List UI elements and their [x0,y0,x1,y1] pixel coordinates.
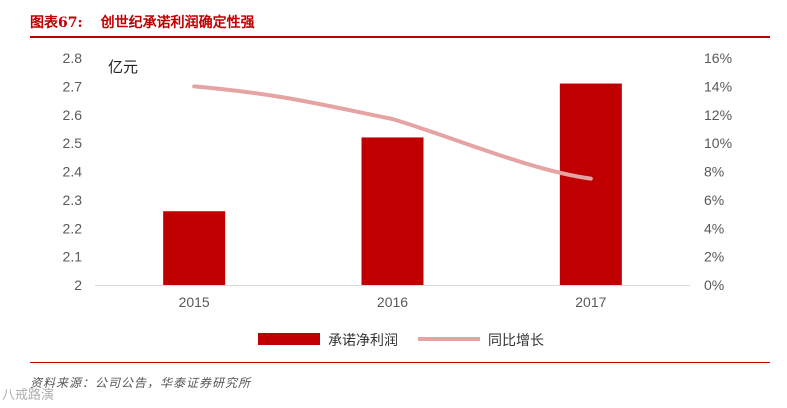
x-tick-label: 2015 [179,294,210,310]
y-right-tick-label: 2% [704,249,724,265]
y-right-tick-label: 16% [704,50,732,66]
y-left-tick-label: 2.6 [63,107,83,123]
figure-caption: 图表67: 创世纪承诺利润确定性强 [30,12,255,32]
source-rule [30,362,770,363]
y-left-tick-label: 2.5 [63,135,83,151]
y-right-tick-label: 10% [704,135,732,151]
legend-label-line: 同比增长 [488,333,544,349]
bar [163,211,226,285]
caption-rule [30,36,770,38]
y-right-tick-label: 4% [704,220,724,236]
x-tick-label: 2017 [575,294,606,310]
figure-number: 图表67: [30,15,83,31]
source-note: 资料来源：公司公告，华泰证券研究所 [30,376,252,390]
y-right-tick-label: 6% [704,192,724,208]
bar [559,83,622,285]
watermark: 八戒路演 [2,388,55,403]
x-tick-label: 2016 [377,294,408,310]
y-left-tick-label: 2.2 [63,220,83,236]
legend-swatch-bar [258,333,320,345]
bar [361,137,424,285]
y-left-tick-label: 2.3 [63,192,83,208]
figure-title: 创世纪承诺利润确定性强 [100,15,255,31]
y-right-tick-label: 14% [704,78,732,94]
y-left-unit-label: 亿元 [108,58,138,76]
y-right-tick-label: 8% [704,164,724,180]
y-left-tick-label: 2.4 [63,164,83,180]
growth-line [192,84,593,181]
y-left-tick-label: 2 [74,277,82,293]
y-right-tick-label: 12% [704,107,732,123]
y-left-tick-label: 2.8 [63,50,83,66]
y-left-tick-label: 2.7 [63,78,83,94]
y-right-tick-label: 0% [704,277,724,293]
legend-label-bar: 承诺净利润 [328,333,398,349]
y-left-tick-label: 2.1 [63,249,83,265]
